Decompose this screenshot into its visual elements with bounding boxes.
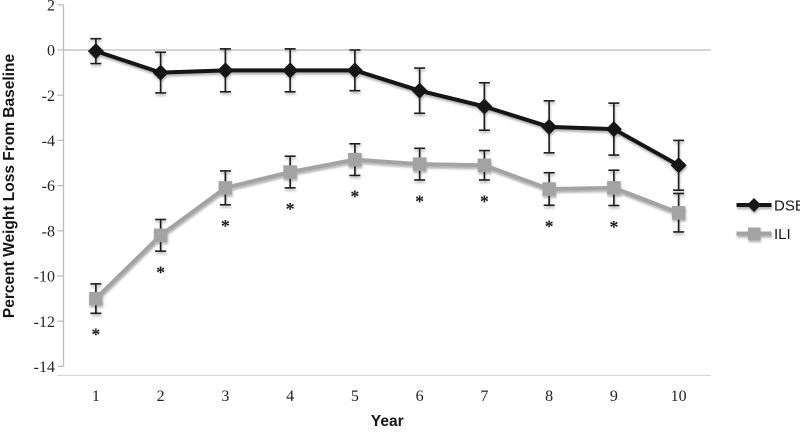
y-tick-label: -14 [34,359,55,376]
significance-asterisk: * [286,199,295,219]
marker-diamond [87,43,104,60]
significance-asterisk: * [609,217,618,237]
marker-square [412,157,427,171]
marker-diamond [152,64,169,81]
x-tick-label: 8 [545,388,553,405]
marker-square [218,181,233,195]
legend-marker-diamond [747,198,761,212]
significance-asterisk: * [91,325,100,345]
series-line-ili [93,157,681,301]
y-tick-label: 2 [47,0,55,14]
marker-square [348,152,362,167]
y-tick-label: -12 [34,314,55,331]
x-tick-label: 6 [416,388,424,405]
series-line-dse [93,49,681,168]
marker-diamond [605,121,622,138]
legend-item-ili [736,227,772,240]
significance-asterisk: * [415,191,424,211]
marker-square [153,228,168,243]
y-axis-title: Percent Weight Loss From Baseline [1,54,18,319]
marker-square [542,182,556,196]
marker-square [283,165,297,179]
y-tick-label: -4 [42,133,55,150]
significance-asterisk: * [221,216,230,236]
marker-diamond [476,98,493,115]
significance-asterisk: * [480,191,489,211]
legend-label: ILI [774,226,791,243]
y-tick-label: -6 [42,178,55,195]
marker-square [607,181,621,195]
x-tick-label: 9 [610,388,618,405]
marker-diamond [670,157,687,174]
marker-diamond [346,62,363,79]
marker-square [477,158,492,173]
x-tick-label: 5 [351,388,359,405]
legend-label: DSE [774,197,800,214]
significance-asterisk: * [156,262,165,282]
y-tick-label: -2 [42,88,55,105]
x-axis-title: Year [371,413,404,430]
y-tick-label: -8 [42,223,55,240]
marker-diamond [282,62,299,79]
series-dse [87,37,687,191]
x-tick-label: 4 [286,388,294,405]
marker-diamond [217,62,234,79]
y-tick-label: 0 [47,43,55,60]
legend-item-dse [736,198,772,212]
y-tick-label: -10 [34,269,55,286]
marker-diamond [541,118,558,135]
legend-marker-square [748,227,761,240]
marker-square [671,205,686,220]
marker-square [89,291,103,306]
series-ili [89,142,686,315]
x-tick-label: 3 [221,388,229,405]
significance-asterisk: * [545,217,554,237]
x-tick-label: 1 [92,388,100,405]
x-tick-label: 7 [480,388,488,405]
legend: DSE ILI [736,197,800,243]
significance-asterisk: * [350,187,359,207]
marker-diamond [411,82,428,99]
x-tick-label: 2 [157,388,165,405]
x-tick-label: 10 [671,388,687,405]
